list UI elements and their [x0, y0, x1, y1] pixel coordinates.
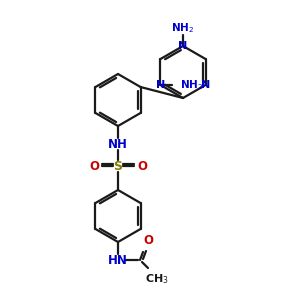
Text: O: O	[89, 160, 99, 172]
Text: NH: NH	[108, 137, 128, 151]
Text: O: O	[137, 160, 147, 172]
Text: HN: HN	[108, 254, 128, 266]
Text: N: N	[201, 80, 210, 90]
Text: S: S	[113, 160, 122, 172]
Text: N: N	[156, 80, 165, 90]
Text: NH$_2$: NH$_2$	[181, 78, 203, 92]
Text: N: N	[178, 41, 188, 51]
Text: NH$_2$: NH$_2$	[172, 21, 194, 35]
Text: CH$_3$: CH$_3$	[145, 272, 169, 286]
Text: O: O	[143, 235, 153, 248]
